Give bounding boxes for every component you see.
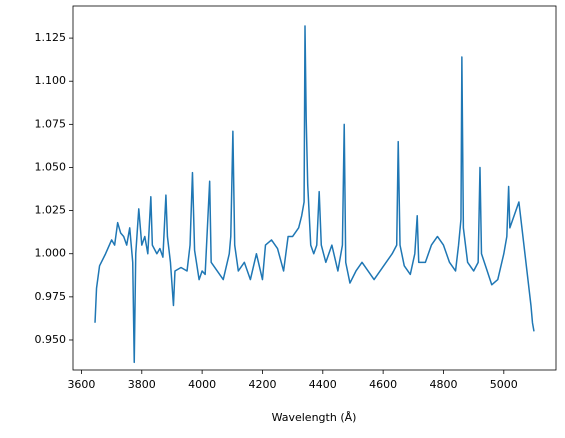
y-tick-label: 1.075 (35, 117, 67, 130)
y-tick-label: 1.050 (35, 160, 67, 173)
x-tick-label: 4600 (369, 378, 397, 391)
x-tick-label: 4800 (429, 378, 457, 391)
x-tick-label: 4400 (309, 378, 337, 391)
y-tick-label: 1.000 (35, 247, 67, 260)
y-tick-label: 1.025 (35, 204, 67, 217)
spectrum-line (94, 25, 535, 364)
axes-frame (72, 5, 557, 371)
y-tick-label: 0.975 (35, 290, 67, 303)
x-tick-label: 3600 (67, 378, 95, 391)
x-axis-label: Wavelength (Å) (272, 411, 357, 424)
x-tick-label: 5000 (490, 378, 518, 391)
x-tick-label: 3800 (128, 378, 156, 391)
x-tick-label: 4200 (248, 378, 276, 391)
y-tick-label: 1.100 (35, 74, 67, 87)
y-tick-label: 1.125 (35, 31, 67, 44)
x-tick-label: 4000 (188, 378, 216, 391)
y-tick-label: 0.950 (35, 333, 67, 346)
